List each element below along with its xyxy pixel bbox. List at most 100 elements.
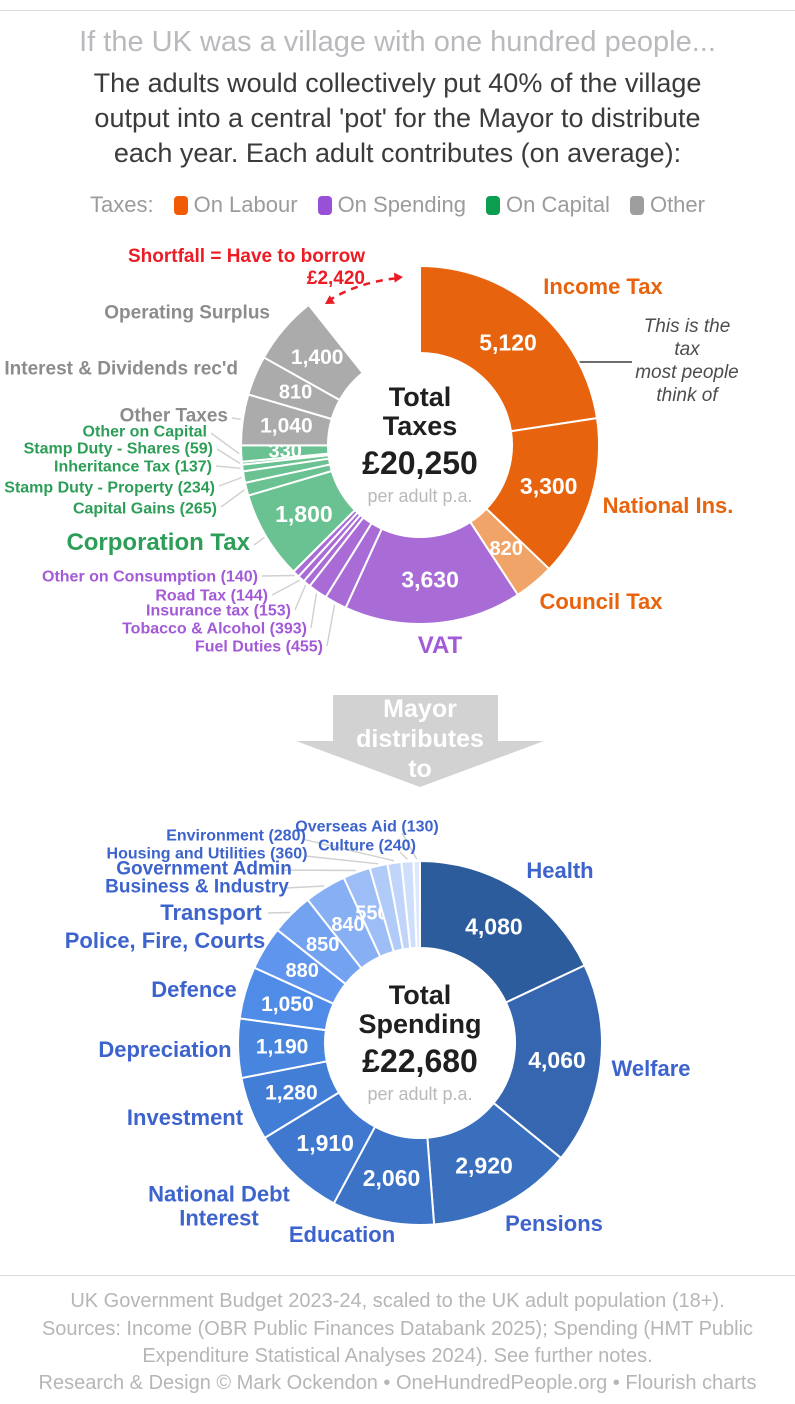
slice-callout-interest-dividends-rec-d: Interest & Dividends rec'd <box>4 358 238 380</box>
legend-swatch-on-capital <box>486 195 500 215</box>
slice-value-label: 5,120 <box>479 330 537 356</box>
legend-item-on-spending[interactable]: On Spending <box>317 192 466 218</box>
leader-line <box>399 851 408 860</box>
slice-value-label: 850 <box>306 934 339 956</box>
slice-callout-overseas-aid: Overseas Aid (130) <box>295 818 439 836</box>
legend-swatch-on-spending <box>317 195 332 215</box>
slice-value-label: 3,630 <box>401 567 459 593</box>
leader-line <box>294 584 307 611</box>
leader-line <box>215 465 241 469</box>
slice-callout-national-ins: National Ins. <box>602 493 734 519</box>
slice-callout-education: Education <box>288 1222 396 1248</box>
footer-line-3: Expenditure Statistical Analyses 2024). … <box>142 1345 653 1367</box>
slice-callout-depreciation: Depreciation <box>98 1037 232 1063</box>
slice-value-label: 2,920 <box>455 1152 513 1178</box>
legend-label: On Spending <box>337 192 466 217</box>
slice-value-label: 810 <box>279 382 312 404</box>
shortfall-arrowhead-left <box>325 295 335 304</box>
slice-callout-government-admin: Government Admin <box>116 858 292 880</box>
slice-callout-insurance-tax: Insurance tax (153) <box>146 602 291 620</box>
slice-value-label: 3,300 <box>520 473 578 499</box>
top-divider <box>0 10 795 11</box>
slice-callout-defence: Defence <box>151 977 237 1003</box>
donut-slice-overseas-aid[interactable] <box>412 860 421 950</box>
slice-callout-tobacco-alcohol: Tobacco & Alcohol (393) <box>122 620 307 638</box>
leader-line <box>216 448 241 464</box>
slice-callout-culture: Culture (240) <box>318 837 416 855</box>
slice-callout-transport: Transport <box>160 900 262 926</box>
slice-value-label: 1,050 <box>261 993 314 1016</box>
leader-line <box>231 417 241 421</box>
slice-value-label: 1,800 <box>275 501 333 527</box>
leader-line <box>310 593 318 629</box>
leader-line <box>301 838 395 862</box>
leader-line <box>253 536 265 546</box>
slice-callout-other-taxes: Other Taxes <box>119 405 228 427</box>
slice-callout-council-tax: Council Tax <box>539 589 663 615</box>
legend-label: On Capital <box>506 192 610 217</box>
shortfall-arrowhead-right <box>394 272 403 283</box>
tax-legend: Taxes: On Labour On Spending On Capital … <box>0 192 795 218</box>
footer-line-2: Sources: Income (OBR Public Finances Dat… <box>41 1318 754 1340</box>
leader-line <box>281 869 356 872</box>
slice-callout-stamp-duty-shares: Stamp Duty - Shares (59) <box>23 440 213 458</box>
spending-center-label: Total Spending £22,680 per adult p.a. <box>359 981 482 1105</box>
shortfall-annotation: Shortfall = Have to borrow £2,420 <box>127 246 365 289</box>
slice-value-label: 1,190 <box>256 1036 309 1059</box>
slice-callout-housing-and-utilities: Housing and Utilities (360) <box>106 845 308 863</box>
donut-slice-operating-surplus[interactable] <box>262 303 364 401</box>
slice-value-label: 4,060 <box>528 1047 586 1073</box>
donut-slice-health[interactable] <box>419 860 586 1004</box>
spending-center-title: Total Spending <box>358 980 482 1039</box>
donut-slice-welfare[interactable] <box>492 964 603 1160</box>
leader-line <box>304 855 379 865</box>
leader-line <box>220 489 246 508</box>
slice-callout-road-tax: Road Tax (144) <box>155 587 268 605</box>
legend-label: Other <box>649 192 705 217</box>
donut-slice-vat[interactable] <box>344 521 519 625</box>
leader-line <box>210 432 240 455</box>
slice-callout-inheritance-tax: Inheritance Tax (137) <box>54 458 212 476</box>
taxes-center-label: Total Taxes £20,250 per adult p.a. <box>362 383 478 507</box>
legend-item-other[interactable]: Other <box>629 192 705 218</box>
slice-callout-business-industry: Business & Industry <box>105 876 289 898</box>
slice-callout-pensions: Pensions <box>505 1211 603 1237</box>
taxes-center-title: Total Taxes <box>382 382 458 441</box>
slice-value-label: 820 <box>490 538 523 560</box>
leader-line <box>285 885 325 889</box>
mayor-arrow-shape <box>296 695 544 787</box>
slice-value-label: 2,060 <box>363 1165 421 1191</box>
slice-callout-other-on-capital: Other on Capital <box>82 423 207 441</box>
slice-callout-income-tax: Income Tax <box>543 274 663 300</box>
slice-callout-stamp-duty-property: Stamp Duty - Property (234) <box>4 479 215 497</box>
donut-slice-income-tax[interactable] <box>419 265 598 433</box>
spending-total-amount: £22,680 <box>362 1043 478 1079</box>
slice-value-label: 1,400 <box>291 346 344 369</box>
slice-value-label: 880 <box>286 960 319 982</box>
leader-line <box>326 604 336 647</box>
footer-line-4: Research & Design © Mark Ockendon • OneH… <box>38 1372 757 1394</box>
slice-callout-vat: VAT <box>417 632 463 660</box>
taxes-center-note: per adult p.a. <box>367 486 473 506</box>
legend-label: On Labour <box>193 192 298 217</box>
slice-callout-national-debt-interest: National Debt Interest <box>148 1181 290 1230</box>
slice-callout-environment: Environment (280) <box>166 827 306 845</box>
slice-callout-other-on-consumption: Other on Consumption (140) <box>42 568 258 586</box>
legend-item-on-capital[interactable]: On Capital <box>486 192 610 218</box>
slice-callout-corporation-tax: Corporation Tax <box>66 529 250 557</box>
leader-line <box>401 832 418 860</box>
taxes-total-amount: £20,250 <box>362 445 478 481</box>
slice-value-label: 4,080 <box>465 914 523 940</box>
slice-callout-police-fire-courts: Police, Fire, Courts <box>64 928 266 954</box>
page-subtitle: The adults would collectively put 40% of… <box>93 68 702 168</box>
mayor-arrow-text: Mayor distributes to <box>356 695 484 783</box>
footer-line-1: UK Government Budget 2023-24, scaled to … <box>70 1290 725 1312</box>
slice-callout-fuel-duties: Fuel Duties (455) <box>194 638 323 656</box>
slice-callout-welfare: Welfare <box>611 1056 691 1082</box>
footer-divider <box>0 1275 795 1276</box>
legend-item-on-labour[interactable]: On Labour <box>173 192 298 218</box>
income-tax-annotation: This is the tax most people think of <box>635 316 739 406</box>
leader-line <box>271 579 301 596</box>
